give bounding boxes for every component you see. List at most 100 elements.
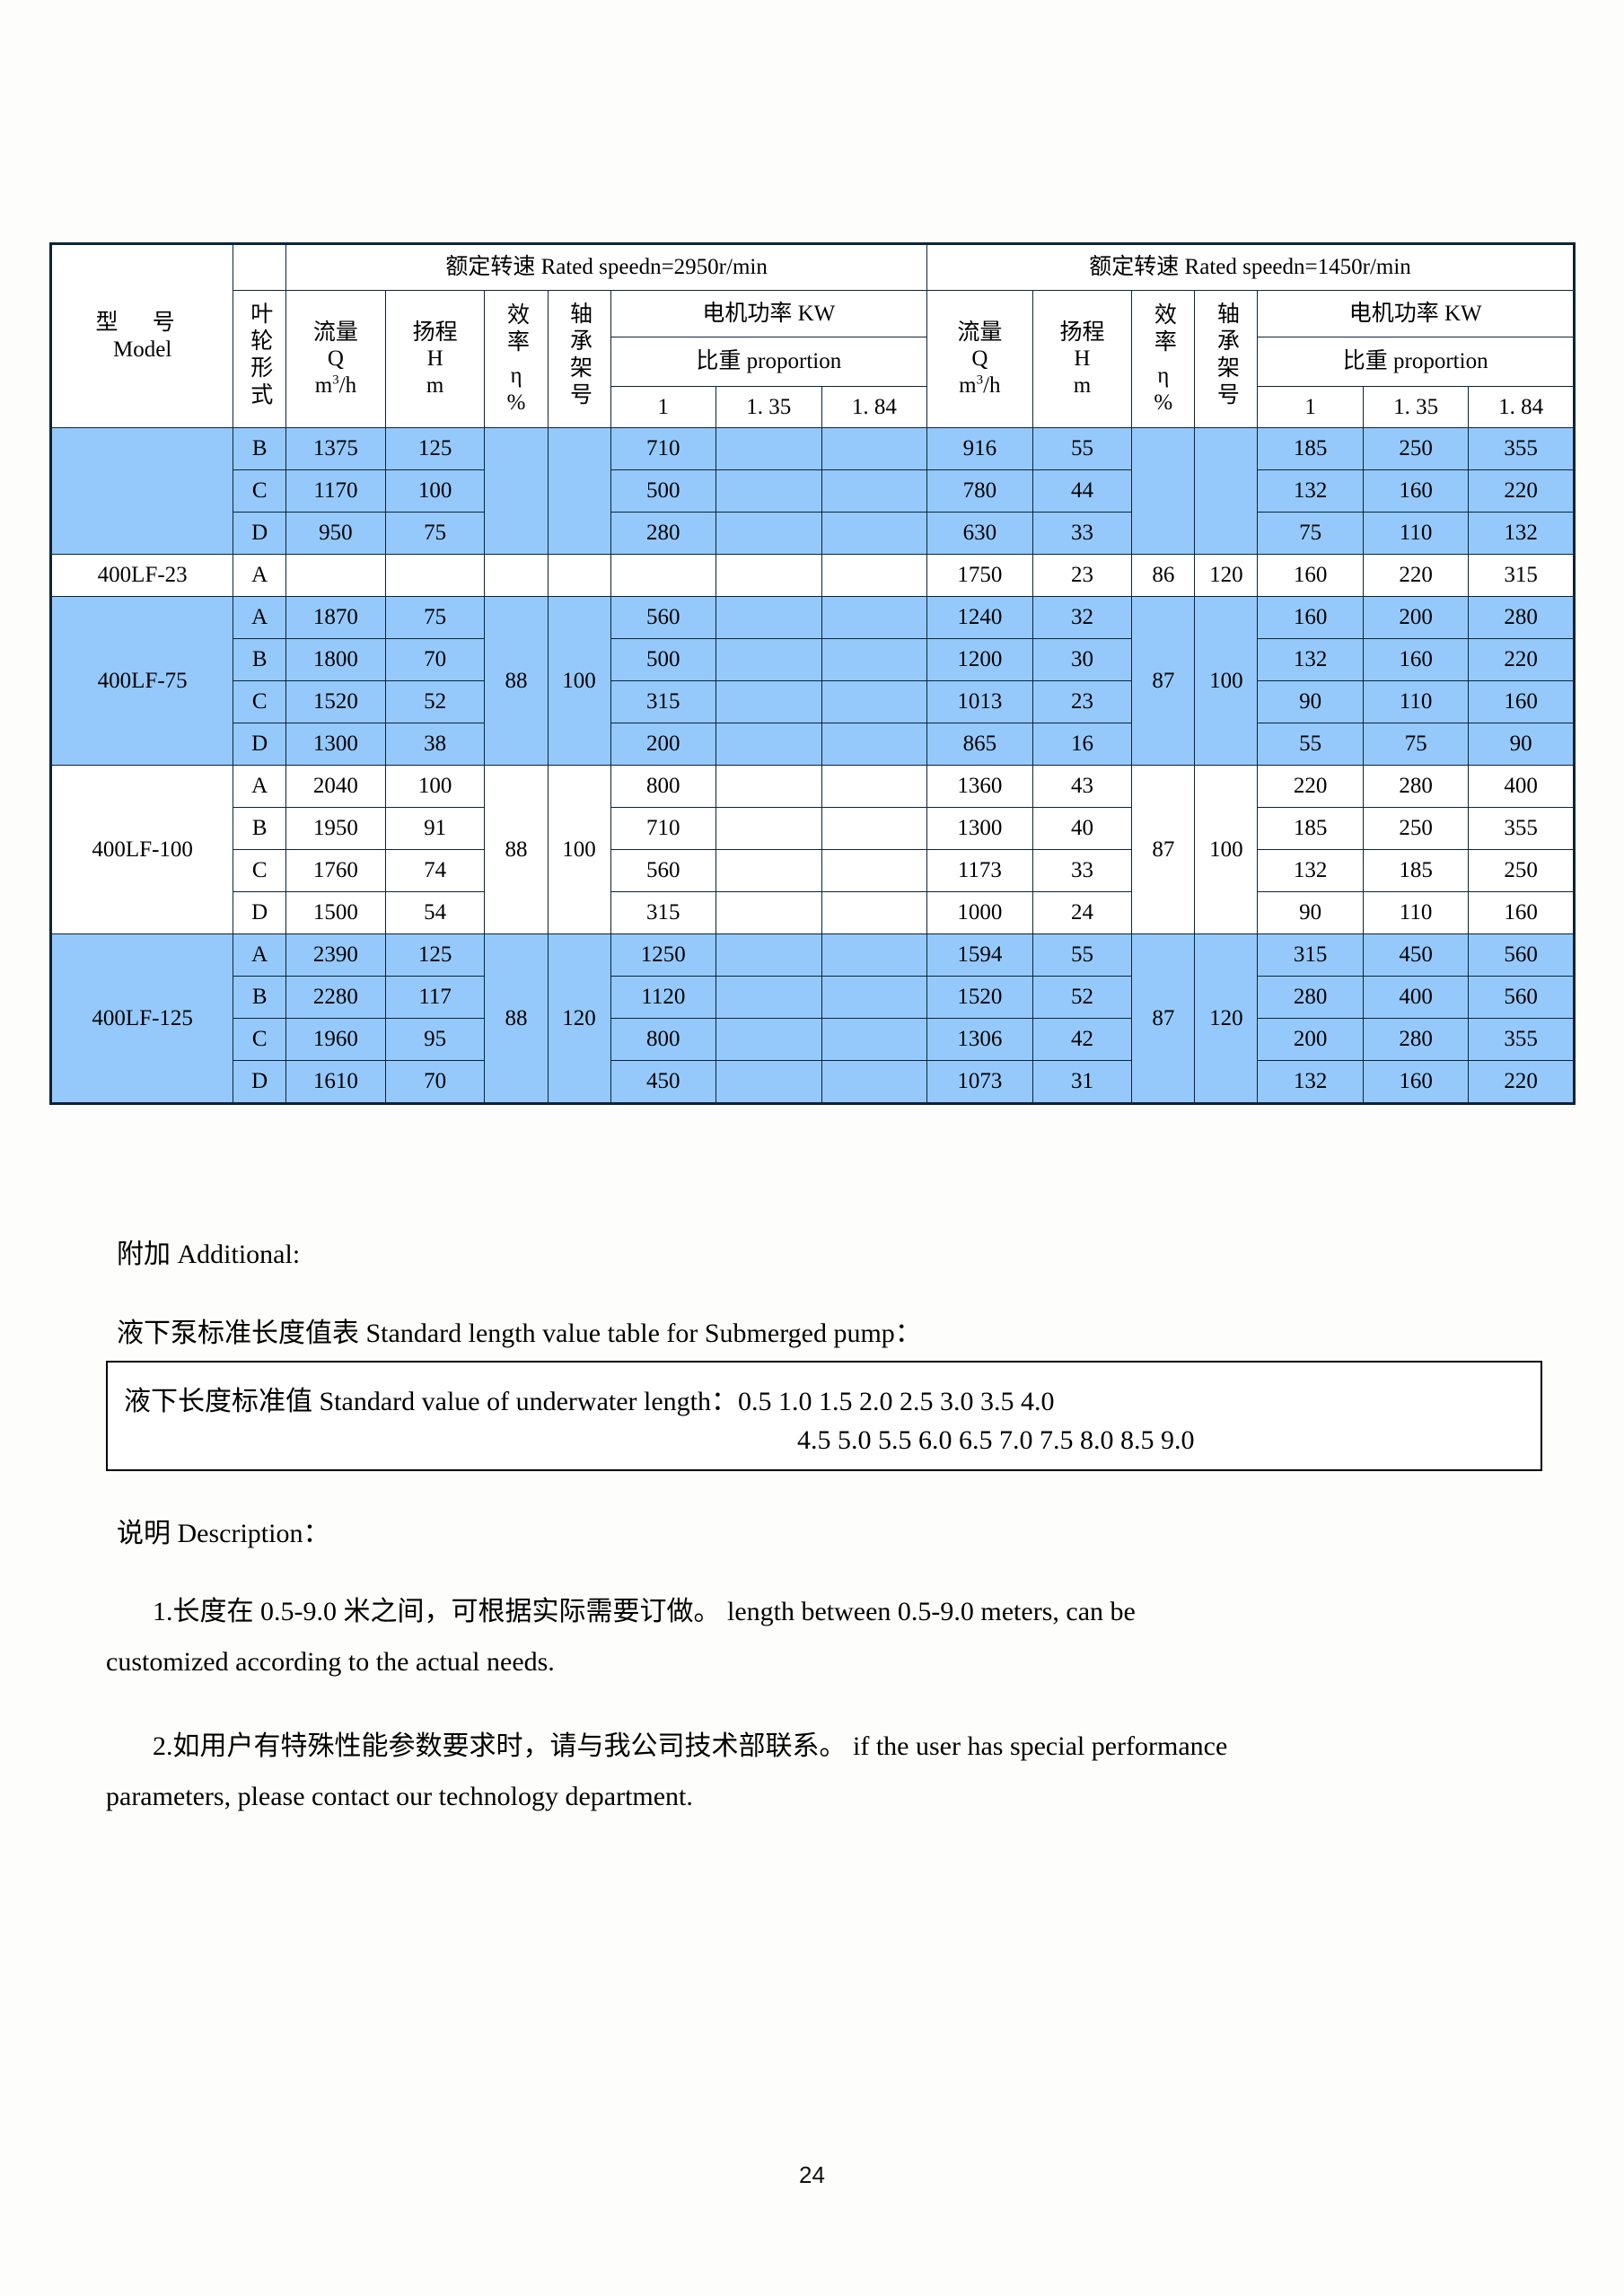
cell-flow-2950: 1170 [285, 469, 386, 513]
cell-flow-2950: 1960 [285, 1018, 386, 1061]
cell-flow-2950: 2280 [285, 976, 386, 1019]
table-row: 400LF-100 A 2040 100 88 100 800 1360 43 87 100 220 2… [48, 765, 1576, 934]
cell-efficiency-1450: 87 [1131, 933, 1196, 1105]
cell-power-2950-p184 [821, 807, 928, 850]
header-impeller-type: 叶轮形式 [233, 290, 287, 428]
header-model-cn: 型 号 [95, 311, 189, 335]
cell-impeller-type: D [233, 891, 287, 934]
table-row: C 1760 74 560 1173 33 132 185 250 [51, 849, 1576, 892]
cell-power-1450-p1: 75 [1257, 512, 1364, 555]
description-item2-line1: 2.如用户有特殊性能参数要求时，请与我公司技术部联系。 if the user … [153, 1731, 1228, 1761]
cell-power-1450-p135: 250 [1362, 427, 1470, 470]
cell-head-1450: 44 [1031, 469, 1133, 513]
cell-impeller-type: C [233, 1018, 287, 1061]
cell-flow-2950: 1760 [285, 849, 386, 892]
cell-power-2950-p184 [821, 680, 928, 723]
cell-power-2950-p184 [821, 469, 928, 513]
cell-power-2950-p184 [821, 1060, 928, 1105]
cell-power-2950-p135 [715, 723, 822, 766]
cell-power-2950-p1: 560 [610, 849, 717, 892]
cell-bearing-2950: 100 [547, 596, 611, 766]
cell-head-2950: 100 [384, 765, 486, 808]
cell-bearing-1450 [1194, 427, 1259, 555]
cell-impeller-type: A [233, 933, 287, 977]
table-row: D 1300 38 200 865 16 55 75 90 [51, 723, 1576, 766]
cell-power-1450-p135: 200 [1362, 596, 1470, 639]
page-number: 24 [799, 2161, 825, 2188]
header-head-2950: 扬程 H m [384, 290, 486, 428]
cell-impeller-type: B [233, 976, 287, 1019]
header-model: 型 号 Model [48, 242, 234, 428]
cell-flow-1450: 1240 [926, 596, 1033, 639]
description-item1-line1: 1.长度在 0.5-9.0 米之间，可根据实际需要订做。 length betw… [153, 1597, 1136, 1626]
cell-flow-1450: 1000 [926, 891, 1033, 934]
cell-power-1450-p135: 220 [1362, 554, 1470, 597]
cell-power-2950-p184 [821, 638, 928, 681]
cell-power-2950-p135 [715, 512, 822, 555]
cell-power-1450-p1: 185 [1257, 807, 1364, 850]
cell-power-2950-p184 [821, 512, 928, 555]
cell-impeller-type: C [233, 680, 287, 723]
underwater-length-line2: 4.5 5.0 5.5 6.0 6.5 7.0 7.5 8.0 8.5 9.0 [797, 1425, 1195, 1455]
header-prop-1-1450: 1 [1257, 385, 1364, 429]
cell-power-1450-p135: 450 [1362, 933, 1470, 977]
cell-model [48, 427, 234, 555]
header-model-en: Model [113, 337, 172, 362]
cell-power-1450-p135: 75 [1362, 723, 1470, 766]
cell-bearing-2950: 100 [547, 765, 611, 934]
cell-power-1450-p184: 90 [1468, 723, 1576, 766]
header-motor-power-2950: 电机功率 KW [610, 289, 928, 338]
cell-head-2950: 70 [384, 638, 486, 681]
cell-flow-1450: 1594 [926, 933, 1033, 977]
header-proportion-1450: 比重 proportion [1257, 337, 1576, 387]
cell-power-1450-p184: 160 [1468, 680, 1576, 723]
cell-power-2950-p135 [715, 976, 822, 1019]
cell-flow-1450: 1013 [926, 680, 1033, 723]
cell-flow-1450: 630 [926, 512, 1033, 555]
cell-head-2950: 91 [384, 807, 486, 850]
cell-head-1450: 42 [1031, 1018, 1133, 1061]
table-row: D 1500 54 315 1000 24 90 110 160 [51, 891, 1576, 934]
cell-power-1450-p1: 132 [1257, 1060, 1364, 1105]
cell-power-1450-p135: 110 [1362, 680, 1470, 723]
cell-head-1450: 43 [1031, 765, 1133, 808]
cell-model: 400LF-75 [48, 596, 234, 766]
cell-bearing-1450: 100 [1194, 596, 1259, 766]
cell-bearing-1450: 120 [1194, 933, 1259, 1105]
cell-power-2950-p184 [821, 765, 928, 808]
cell-head-2950: 95 [384, 1018, 486, 1061]
cell-head-2950: 38 [384, 723, 486, 766]
cell-impeller-type: A [233, 765, 287, 808]
cell-flow-2950: 1375 [285, 427, 386, 470]
header-speed-1450: 额定转速 Rated speedn=1450r/min [926, 242, 1576, 291]
cell-power-2950-p135 [715, 469, 822, 513]
cell-power-2950-p135 [715, 680, 822, 723]
cell-impeller-type: B [233, 807, 287, 850]
cell-impeller-type: D [233, 1060, 287, 1105]
cell-head-2950: 75 [384, 596, 486, 639]
cell-model: 400LF-23 [48, 554, 234, 597]
header-motor-power-1450: 电机功率 KW [1257, 289, 1576, 338]
cell-head-1450: 55 [1031, 427, 1133, 470]
cell-power-1450-p184: 560 [1468, 933, 1576, 977]
cell-power-2950-p184 [821, 891, 928, 934]
cell-head-1450: 23 [1031, 554, 1133, 597]
cell-head-2950: 70 [384, 1060, 486, 1105]
table-row: 400LF-23 A 1750 23 86 120 160 220 315 [48, 554, 1576, 597]
description-label: 说明 Description： [117, 1519, 330, 1548]
cell-power-1450-p184: 132 [1468, 512, 1576, 555]
cell-power-2950-p135 [715, 807, 822, 850]
cell-flow-2950: 1300 [285, 723, 386, 766]
cell-power-1450-p135: 110 [1362, 512, 1470, 555]
cell-power-1450-p184: 220 [1468, 469, 1576, 513]
cell-impeller-type: B [233, 427, 287, 470]
cell-power-2950-p1: 1120 [610, 976, 717, 1019]
cell-power-1450-p1: 55 [1257, 723, 1364, 766]
header-prop-1-2950: 1 [610, 385, 717, 429]
cell-power-2950-p135 [715, 1060, 822, 1105]
cell-power-1450-p135: 110 [1362, 891, 1470, 934]
cell-bearing-2950: 120 [547, 933, 611, 1105]
cell-head-1450: 33 [1031, 512, 1133, 555]
cell-power-1450-p1: 220 [1257, 765, 1364, 808]
